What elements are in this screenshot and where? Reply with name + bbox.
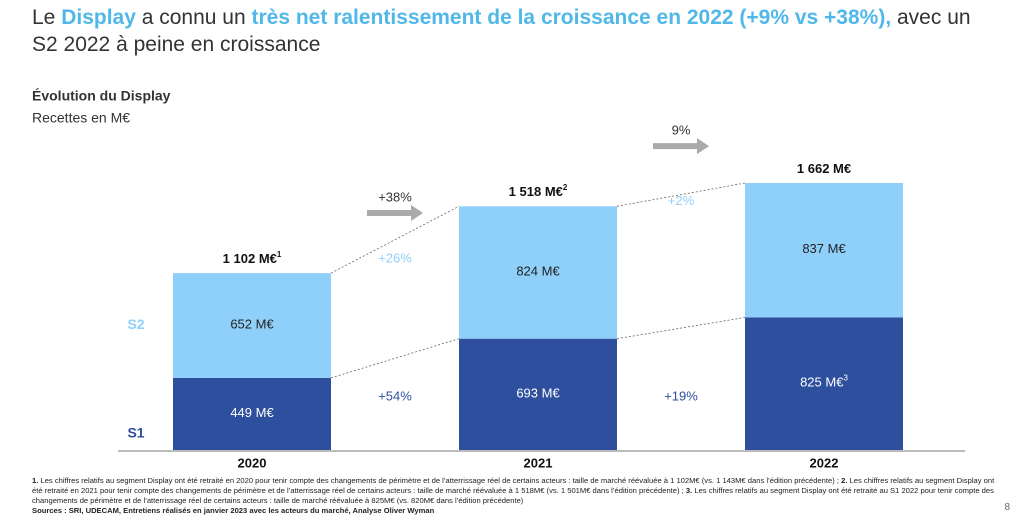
value-label-text: 837 M€ bbox=[802, 242, 846, 257]
growth-total: 9% bbox=[672, 123, 691, 138]
total-label: 1 662 M€ bbox=[797, 161, 851, 176]
chart-title: Évolution du Display bbox=[32, 88, 171, 104]
value-label: 652 M€ bbox=[230, 317, 274, 332]
value-label: 824 M€ bbox=[516, 264, 560, 279]
footnote-number: 1. bbox=[32, 476, 39, 485]
value-label-text: 825 M€ bbox=[800, 375, 844, 390]
footnote-number: 2. bbox=[841, 476, 848, 485]
bar-segment bbox=[173, 377, 331, 450]
footnote-text: Les chiffres relatifs au segment Display… bbox=[40, 476, 839, 485]
bar-segment bbox=[745, 183, 903, 318]
value-label-text: 652 M€ bbox=[230, 317, 274, 332]
value-label: 449 M€ bbox=[230, 405, 274, 420]
title-segment: avec un S2 2022 à peine en croissance bbox=[32, 6, 971, 56]
legend-label: S2 bbox=[127, 316, 144, 332]
total-label-text: 1 518 M€ bbox=[509, 185, 563, 200]
title-segment: a connu un bbox=[135, 6, 252, 29]
total-label-text: 1 102 M€ bbox=[223, 251, 277, 266]
growth-arrow bbox=[367, 204, 423, 221]
title-segment: Display bbox=[61, 6, 136, 29]
footnote-text: Les chiffres relatifs au segment Display… bbox=[32, 486, 994, 505]
connector bbox=[616, 182, 746, 207]
growth-s1: +54% bbox=[378, 388, 412, 403]
x-tick-label: 2022 bbox=[810, 455, 839, 470]
bar-segment bbox=[173, 273, 331, 378]
slide-title: Le Display a connu un très net ralentiss… bbox=[32, 4, 1002, 58]
value-label-note: 3 bbox=[843, 374, 848, 383]
growth-total: +38% bbox=[378, 189, 412, 204]
sources: Sources : SRI, UDECAM, Entretiens réalis… bbox=[32, 506, 435, 515]
value-label: 837 M€ bbox=[802, 242, 846, 257]
bar-segment bbox=[459, 338, 617, 450]
value-label: 825 M€3 bbox=[800, 374, 848, 390]
value-label-text: 693 M€ bbox=[516, 386, 560, 401]
total-label-note: 2 bbox=[563, 183, 568, 192]
chart-subtitle: Recettes en M€ bbox=[32, 110, 130, 126]
footnote-number: 3. bbox=[685, 486, 693, 495]
total-label: 1 102 M€1 bbox=[223, 250, 282, 266]
bar-segment bbox=[459, 206, 617, 339]
bar-segment bbox=[745, 317, 903, 450]
growth-s2: +2% bbox=[668, 193, 695, 208]
total-label: 1 518 M€2 bbox=[509, 183, 568, 199]
growth-s1: +19% bbox=[664, 388, 698, 403]
title-segment: Le bbox=[32, 6, 62, 29]
connector bbox=[616, 317, 746, 340]
legend-label: S1 bbox=[127, 425, 144, 441]
x-tick-label: 2021 bbox=[524, 455, 553, 470]
page-number: 8 bbox=[1004, 502, 1010, 513]
value-label-text: 824 M€ bbox=[516, 264, 560, 279]
title-segment: très net ralentissement de la croissance… bbox=[251, 6, 892, 29]
total-label-note: 1 bbox=[277, 250, 282, 259]
value-label-text: 449 M€ bbox=[230, 405, 274, 420]
growth-s2: +26% bbox=[378, 250, 412, 265]
footnote-text: Les chiffres relatifs au segment Display… bbox=[32, 476, 995, 495]
total-label-text: 1 662 M€ bbox=[797, 161, 851, 176]
growth-arrow bbox=[653, 138, 709, 155]
value-label: 693 M€ bbox=[516, 386, 560, 401]
x-tick-label: 2020 bbox=[238, 455, 267, 470]
footnotes: 1. Les chiffres relatifs au segment Disp… bbox=[32, 476, 1002, 516]
connector bbox=[330, 338, 460, 379]
connector bbox=[330, 205, 460, 274]
